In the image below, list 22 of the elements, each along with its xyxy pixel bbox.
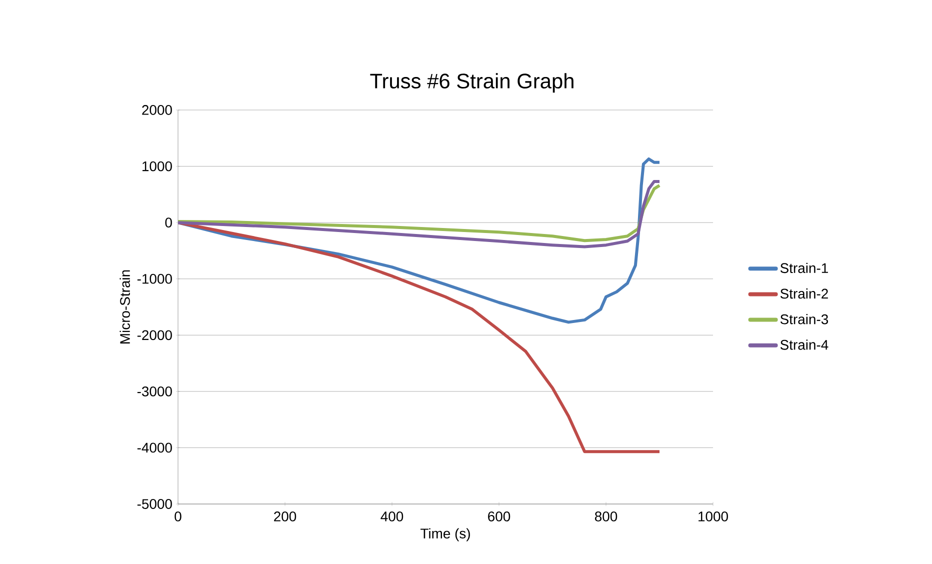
x-axis-title: Time (s) (420, 528, 470, 542)
chart-title: Truss #6 Strain Graph (370, 73, 574, 93)
y-tick-label: -2000 (137, 330, 172, 340)
y-tick-label: -1000 (137, 274, 172, 284)
y-tick-label: 1000 (142, 161, 172, 172)
y-tick-label: -3000 (137, 386, 172, 396)
x-tick-label: 1000 (698, 512, 728, 522)
y-tick-label: -5000 (137, 499, 172, 509)
legend-label: Strain-1 (780, 262, 828, 274)
y-tick-label: -4000 (137, 442, 172, 453)
x-tick-label: 200 (274, 512, 296, 522)
legend-label: Strain-3 (780, 314, 828, 324)
y-tick-label: 0 (165, 218, 172, 228)
legend-label: Strain-4 (780, 340, 828, 350)
x-tick-label: 600 (488, 512, 510, 522)
x-tick-label: 0 (174, 512, 182, 522)
x-tick-label: 400 (380, 512, 404, 522)
line-series (178, 221, 662, 454)
legend-label: Strain-2 (780, 288, 828, 299)
x-tick-label: 800 (594, 512, 618, 522)
y-axis-title: Micro-Strain (120, 270, 130, 344)
y-tick-label: 2000 (142, 105, 172, 115)
